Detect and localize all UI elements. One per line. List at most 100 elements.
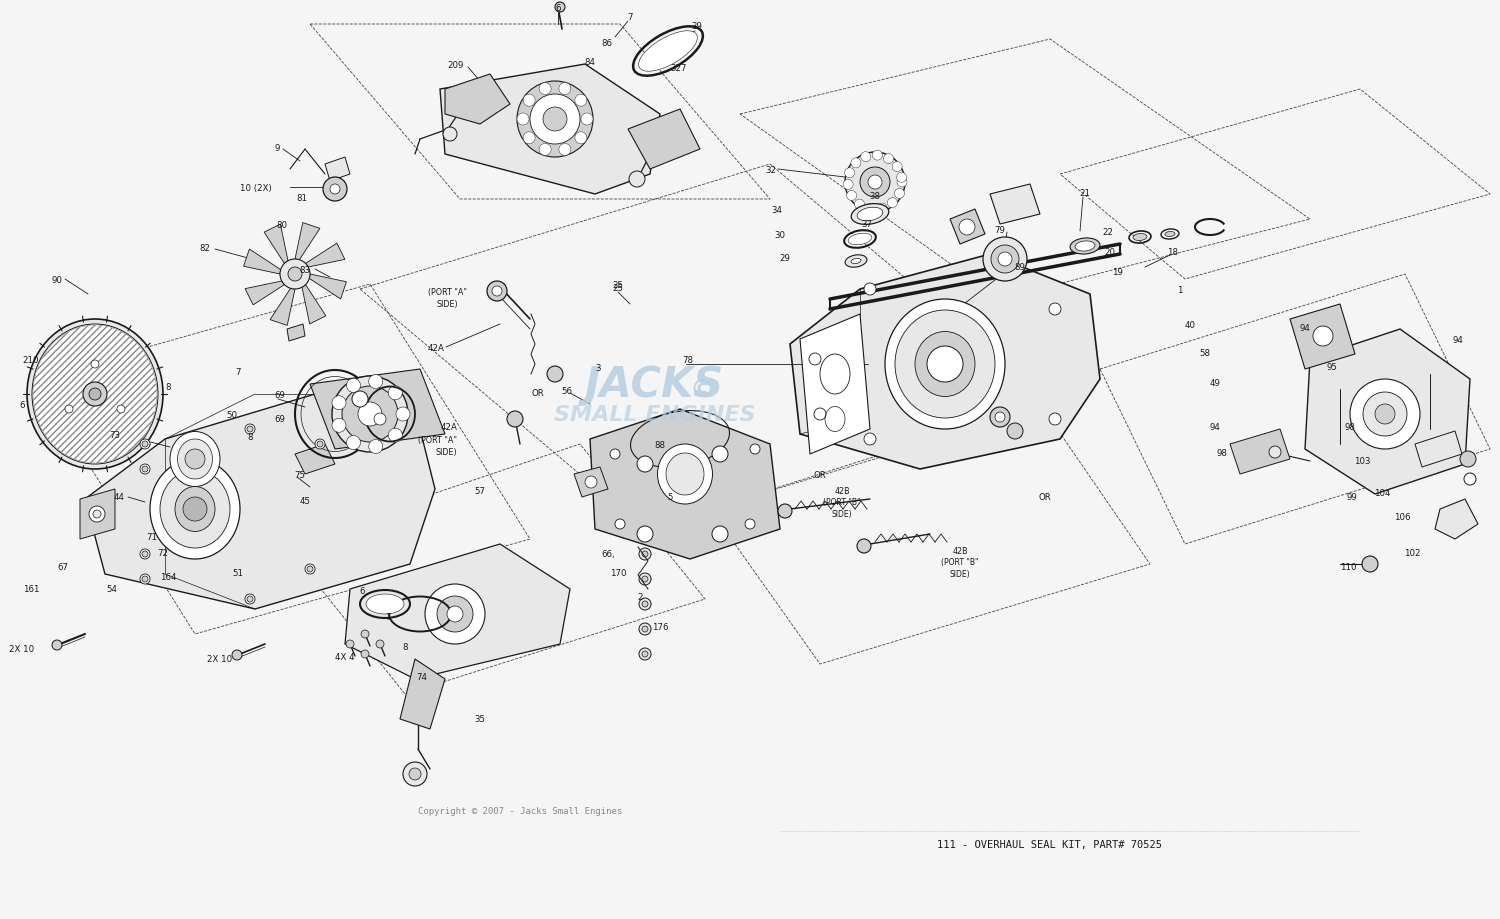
Circle shape bbox=[574, 132, 586, 144]
Polygon shape bbox=[440, 65, 660, 195]
Text: 5: 5 bbox=[668, 493, 672, 502]
Ellipse shape bbox=[160, 471, 230, 549]
Text: 6: 6 bbox=[360, 587, 364, 596]
Text: (PORT "A": (PORT "A" bbox=[419, 435, 458, 444]
Polygon shape bbox=[80, 490, 116, 539]
Text: 82: 82 bbox=[200, 244, 210, 252]
Text: 170: 170 bbox=[609, 568, 625, 577]
Text: 45: 45 bbox=[300, 497, 310, 506]
Circle shape bbox=[374, 414, 386, 425]
Circle shape bbox=[82, 382, 106, 406]
Ellipse shape bbox=[1166, 233, 1174, 237]
Text: 20: 20 bbox=[1104, 247, 1116, 256]
Circle shape bbox=[873, 151, 882, 161]
Text: 10 (2X): 10 (2X) bbox=[240, 183, 272, 192]
Text: 7: 7 bbox=[236, 367, 242, 376]
Circle shape bbox=[1362, 556, 1378, 573]
Circle shape bbox=[615, 519, 626, 529]
Polygon shape bbox=[1290, 305, 1354, 369]
Circle shape bbox=[518, 114, 530, 126]
Ellipse shape bbox=[177, 439, 213, 480]
Circle shape bbox=[142, 576, 148, 583]
Text: 30: 30 bbox=[774, 231, 784, 239]
Circle shape bbox=[140, 550, 150, 560]
Text: 29: 29 bbox=[778, 254, 790, 262]
Circle shape bbox=[442, 128, 458, 142]
Ellipse shape bbox=[850, 204, 889, 225]
Ellipse shape bbox=[639, 32, 698, 73]
Circle shape bbox=[53, 641, 62, 651]
Text: 176: 176 bbox=[651, 623, 668, 632]
Text: Copyright © 2007 - Jacks Small Engines: Copyright © 2007 - Jacks Small Engines bbox=[419, 807, 622, 816]
Circle shape bbox=[447, 607, 464, 622]
Text: 35: 35 bbox=[474, 715, 486, 724]
Polygon shape bbox=[326, 158, 350, 182]
Ellipse shape bbox=[27, 320, 164, 470]
Text: SIDE): SIDE) bbox=[831, 509, 852, 518]
Ellipse shape bbox=[896, 311, 995, 418]
Ellipse shape bbox=[150, 460, 240, 560]
Circle shape bbox=[436, 596, 472, 632]
Circle shape bbox=[642, 652, 648, 657]
Circle shape bbox=[140, 574, 150, 584]
Text: 2X 10: 2X 10 bbox=[9, 645, 34, 653]
Circle shape bbox=[846, 191, 856, 201]
Ellipse shape bbox=[32, 324, 158, 464]
Circle shape bbox=[560, 144, 572, 156]
Text: 73: 73 bbox=[110, 430, 120, 439]
Circle shape bbox=[362, 651, 369, 658]
Circle shape bbox=[543, 108, 567, 131]
Circle shape bbox=[574, 95, 586, 108]
Circle shape bbox=[927, 346, 963, 382]
Circle shape bbox=[560, 84, 572, 96]
Circle shape bbox=[1007, 424, 1023, 439]
Circle shape bbox=[864, 284, 876, 296]
Text: 95: 95 bbox=[1326, 362, 1338, 371]
Circle shape bbox=[1048, 303, 1060, 315]
Text: 78: 78 bbox=[682, 355, 693, 364]
Circle shape bbox=[1312, 326, 1334, 346]
Circle shape bbox=[639, 648, 651, 660]
Circle shape bbox=[538, 84, 550, 96]
Circle shape bbox=[244, 595, 255, 605]
Polygon shape bbox=[790, 255, 1100, 470]
Text: 22: 22 bbox=[1102, 227, 1113, 236]
Circle shape bbox=[642, 601, 648, 607]
Circle shape bbox=[92, 360, 99, 369]
Text: 6: 6 bbox=[20, 400, 26, 409]
Text: SIDE): SIDE) bbox=[950, 569, 970, 578]
Circle shape bbox=[396, 407, 410, 422]
Text: 34: 34 bbox=[771, 205, 782, 214]
Circle shape bbox=[315, 439, 326, 449]
Polygon shape bbox=[1230, 429, 1290, 474]
Text: 99: 99 bbox=[1347, 493, 1358, 502]
Circle shape bbox=[64, 405, 74, 414]
Polygon shape bbox=[296, 223, 320, 260]
Circle shape bbox=[1464, 473, 1476, 485]
Circle shape bbox=[488, 282, 507, 301]
Ellipse shape bbox=[847, 234, 871, 245]
Text: 2: 2 bbox=[638, 593, 642, 602]
Polygon shape bbox=[244, 282, 285, 305]
Circle shape bbox=[332, 377, 408, 452]
Text: 71: 71 bbox=[147, 532, 158, 541]
Polygon shape bbox=[310, 369, 446, 449]
Text: 161: 161 bbox=[24, 584, 40, 594]
Polygon shape bbox=[306, 244, 345, 267]
Circle shape bbox=[897, 177, 908, 187]
Circle shape bbox=[585, 476, 597, 489]
Text: 81: 81 bbox=[296, 193, 307, 202]
Text: 94: 94 bbox=[1299, 323, 1310, 332]
Circle shape bbox=[322, 177, 346, 202]
Text: 209: 209 bbox=[448, 61, 464, 70]
Text: 66,: 66, bbox=[602, 550, 615, 559]
Circle shape bbox=[88, 389, 101, 401]
Circle shape bbox=[1048, 414, 1060, 425]
Text: 90: 90 bbox=[51, 275, 62, 284]
Circle shape bbox=[304, 564, 315, 574]
Text: 8: 8 bbox=[248, 433, 254, 442]
Ellipse shape bbox=[366, 595, 404, 614]
Circle shape bbox=[628, 172, 645, 187]
Circle shape bbox=[642, 551, 648, 558]
Circle shape bbox=[746, 519, 754, 529]
